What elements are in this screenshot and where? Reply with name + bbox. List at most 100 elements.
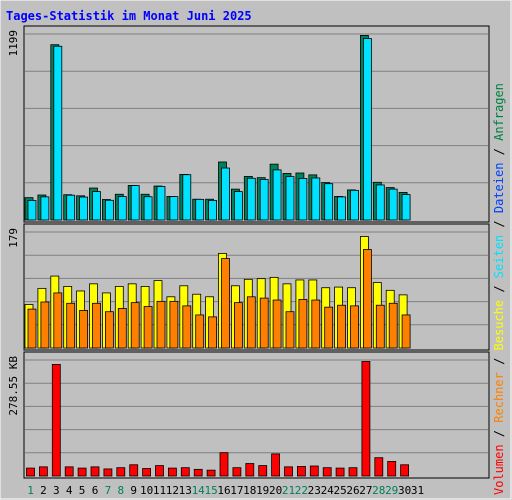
bar-dateien-day-13 — [182, 174, 192, 221]
legend-part-0: Volumen — [492, 444, 506, 495]
bar-volumen-day-14 — [193, 468, 203, 477]
bar-rechner-day-10 — [143, 306, 153, 349]
bar-dateien-day-26 — [350, 189, 359, 221]
legend-part-4: Besuche — [492, 300, 506, 351]
x-tick-day-11: 11 — [153, 484, 166, 497]
bar-rechner-day-4 — [66, 302, 76, 349]
panels: 1199 179 278.55 KB — [7, 25, 490, 479]
bar-dateien-day-15 — [208, 200, 218, 221]
x-axis-day-labels: 1 2 3 4 5 6 7 8 9 10 11 12 13 14 15 16 17 18 19 20 21 22 23 24 2… — [27, 484, 424, 497]
bar-dateien-day-24 — [324, 183, 334, 221]
bar-volumen-day-7 — [103, 468, 113, 477]
bar-rechner-day-13 — [182, 305, 192, 349]
bar-dateien-day-28 — [375, 184, 385, 221]
bar-volumen-day-10 — [142, 468, 152, 477]
bar-volumen-day-18 — [245, 463, 255, 477]
bar-dateien-day-8 — [117, 196, 127, 221]
panel-frame — [23, 223, 490, 351]
x-tick-day-7: 7 — [105, 484, 112, 497]
bar-volumen-day-19 — [258, 465, 268, 477]
x-tick-day-9: 9 — [130, 484, 137, 497]
x-tick-day-20: 20 — [269, 484, 282, 497]
x-tick-day-23: 23 — [308, 484, 321, 497]
right-legend: Volumen / Rechner / Besuche / Seiten / D… — [492, 83, 506, 495]
bar-rechner-day-23 — [311, 299, 321, 349]
bar-rechner-day-2 — [40, 301, 50, 349]
x-tick-day-26: 26 — [346, 484, 359, 497]
panel-frame — [23, 351, 490, 479]
bar-rechner-day-27 — [362, 249, 372, 349]
bar-rechner-day-22 — [298, 298, 308, 349]
y-max-label: 179 — [7, 228, 20, 248]
x-tick-day-1: 1 — [27, 484, 34, 497]
bar-volumen-day-6 — [90, 466, 100, 477]
x-tick-day-16: 16 — [217, 484, 230, 497]
x-tick-day-5: 5 — [79, 484, 86, 497]
bar-dateien-day-18 — [246, 177, 256, 221]
bar-volumen-day-28 — [374, 457, 384, 477]
x-tick-day-27: 27 — [359, 484, 372, 497]
bar-volumen-day-8 — [116, 467, 126, 477]
bar-volumen-day-22 — [296, 466, 306, 477]
legend-part-2: Rechner — [492, 372, 506, 423]
bar-volumen-day-11 — [155, 465, 164, 477]
x-tick-day-21: 21 — [282, 484, 295, 497]
x-tick-day-30: 30 — [398, 484, 411, 497]
x-tick-day-19: 19 — [256, 484, 269, 497]
x-tick-day-31: 31 — [411, 484, 424, 497]
legend-part-8: Dateien — [492, 163, 506, 214]
bar-volumen-day-16 — [219, 452, 229, 477]
bar-dateien-day-16 — [221, 167, 230, 221]
bar-rechner-day-20 — [272, 299, 282, 349]
y-max-label: 1199 — [7, 30, 20, 57]
bar-dateien-day-3 — [53, 45, 63, 221]
bar-volumen-day-30 — [400, 464, 410, 477]
bar-dateien-day-29 — [388, 188, 398, 221]
legend-part-3: / — [492, 350, 506, 372]
bar-rechner-day-15 — [208, 316, 218, 349]
bar-dateien-day-21 — [285, 176, 295, 221]
bar-dateien-day-20 — [272, 169, 282, 221]
bar-dateien-day-11 — [156, 186, 166, 221]
bar-dateien-day-5 — [79, 196, 88, 221]
bar-dateien-day-4 — [66, 194, 76, 221]
bar-rechner-day-7 — [105, 311, 114, 349]
bar-dateien-day-25 — [337, 196, 347, 221]
bar-volumen-day-23 — [309, 465, 319, 477]
bar-volumen-day-20 — [271, 453, 281, 477]
legend-part-1: / — [492, 423, 506, 445]
bar-volumen-day-1 — [26, 467, 35, 477]
bar-dateien-day-22 — [298, 178, 308, 221]
panel-volumen: 278.55 KB — [7, 351, 490, 479]
bar-rechner-day-6 — [92, 302, 101, 349]
bar-volumen-day-5 — [77, 467, 87, 477]
bar-rechner-day-19 — [259, 297, 269, 349]
bar-dateien-day-10 — [143, 196, 153, 221]
x-tick-day-24: 24 — [321, 484, 335, 497]
x-tick-day-2: 2 — [40, 484, 47, 497]
x-tick-day-14: 14 — [192, 484, 206, 497]
bar-rechner-day-3 — [53, 292, 63, 349]
bar-rechner-day-17 — [233, 302, 243, 349]
bar-dateien-day-2 — [40, 196, 50, 221]
bar-volumen-day-12 — [167, 467, 177, 477]
bar-volumen-day-9 — [129, 464, 139, 477]
x-tick-day-6: 6 — [92, 484, 99, 497]
bar-volumen-day-21 — [284, 466, 293, 477]
bar-dateien-day-12 — [169, 196, 179, 221]
bar-rechner-day-11 — [156, 300, 166, 349]
panel-frame — [23, 25, 490, 223]
bar-volumen-day-24 — [322, 467, 332, 477]
bar-rechner-day-26 — [350, 305, 359, 349]
x-tick-day-22: 22 — [295, 484, 308, 497]
legend-part-9: / — [492, 141, 506, 163]
x-tick-day-3: 3 — [53, 484, 60, 497]
bar-dateien-day-23 — [311, 177, 321, 221]
bar-rechner-day-12 — [169, 300, 179, 349]
bar-volumen-day-25 — [335, 467, 345, 477]
bar-volumen-day-3 — [51, 363, 61, 477]
bar-rechner-day-1 — [27, 308, 37, 349]
legend-part-10: Anfragen — [492, 83, 506, 141]
panel-anfragen: 1199 — [7, 25, 490, 223]
